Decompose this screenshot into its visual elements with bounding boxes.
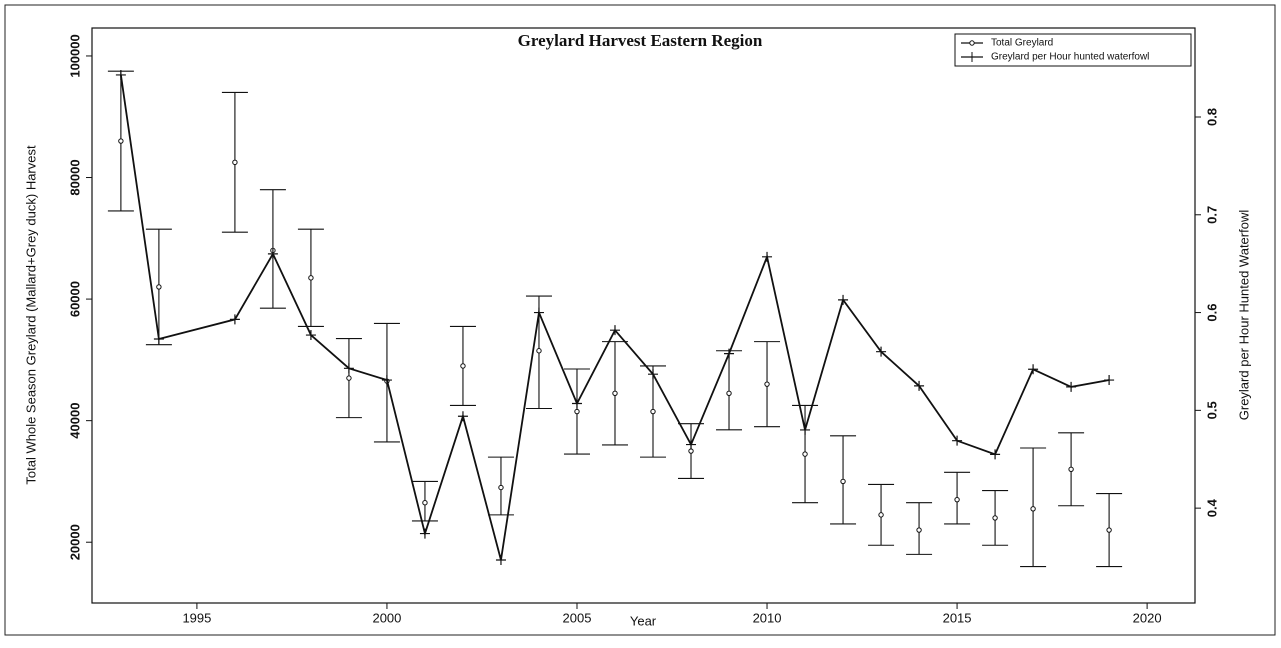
point — [498, 484, 504, 491]
point — [726, 390, 732, 397]
point — [840, 478, 846, 485]
plus-marker — [1066, 381, 1077, 392]
legend-box — [954, 33, 1192, 67]
y2-tick-label: 0.5 — [1204, 401, 1219, 419]
point — [308, 275, 314, 281]
plus-marker — [762, 251, 773, 262]
plus-marker — [533, 307, 544, 318]
plus-marker — [609, 325, 620, 336]
y-axis-label: Total Whole Season Greylard (Mallard+Gre… — [23, 145, 38, 485]
plus-marker — [419, 528, 430, 539]
point — [536, 348, 542, 354]
plus-marker — [800, 424, 811, 435]
point — [1106, 527, 1112, 533]
point — [118, 138, 124, 144]
x-tick-label: 2000 — [372, 610, 401, 625]
point — [422, 500, 428, 506]
plus-marker — [267, 248, 278, 259]
plus-marker — [952, 435, 963, 446]
y2-tick-label: 0.4 — [1204, 498, 1219, 517]
y-tick-label: 60000 — [67, 281, 82, 317]
error-bar — [716, 350, 743, 431]
legend-label: Greylard per Hour hunted waterfowl — [991, 52, 1149, 63]
plus-marker — [457, 411, 468, 422]
point — [346, 375, 352, 381]
plus-marker — [1028, 364, 1039, 375]
plus-marker — [990, 449, 1001, 460]
plus-marker — [724, 348, 735, 359]
plus-marker — [153, 333, 164, 344]
plus-marker — [381, 375, 392, 386]
point — [156, 284, 162, 290]
chart-title: Greylard Harvest Eastern Region — [518, 31, 763, 50]
point — [954, 496, 960, 503]
x-tick-label: 1995 — [182, 610, 211, 625]
plus-marker — [838, 294, 849, 305]
y2-tick-label: 0.7 — [1204, 206, 1219, 224]
plus-marker — [648, 369, 659, 380]
plus-marker — [686, 439, 697, 450]
plus-marker — [229, 314, 240, 325]
point — [802, 451, 808, 457]
figure-frame — [4, 4, 1276, 636]
y-tick-label: 80000 — [67, 159, 82, 195]
plus-marker — [343, 363, 354, 374]
plus-marker — [914, 380, 925, 391]
point — [1068, 466, 1074, 472]
plus-marker — [571, 398, 582, 409]
y-tick-label: 100000 — [67, 34, 82, 77]
plus-marker — [495, 554, 506, 565]
line — [119, 74, 1110, 561]
point — [650, 408, 656, 415]
y2-tick-label: 0.8 — [1204, 108, 1219, 126]
point — [916, 527, 922, 533]
plus-marker — [1104, 375, 1115, 386]
point — [612, 390, 618, 397]
point — [992, 515, 998, 521]
point — [878, 512, 884, 518]
legend-label: Total Greylard — [991, 38, 1053, 49]
y2-tick-label: 0.6 — [1204, 304, 1219, 322]
x-tick-label: 2010 — [753, 610, 782, 625]
x-axis-label: Year — [630, 613, 657, 628]
point — [1030, 506, 1036, 512]
x-tick-label: 2020 — [1133, 610, 1162, 625]
x-tick-label: 2005 — [563, 610, 592, 625]
y2-axis-label: Greylard per Hour Hunted Waterfowl — [1236, 210, 1251, 421]
point — [460, 363, 466, 369]
plus-marker — [115, 69, 126, 80]
x-tick-label: 2015 — [943, 610, 972, 625]
point — [232, 159, 238, 166]
point — [574, 408, 580, 415]
point — [764, 381, 770, 387]
plot-frame — [91, 27, 1196, 604]
legend-marker — [969, 40, 975, 46]
plus-marker — [305, 330, 316, 341]
plus-marker — [876, 346, 887, 357]
y-tick-label: 40000 — [67, 403, 82, 439]
y-tick-label: 20000 — [67, 524, 82, 560]
